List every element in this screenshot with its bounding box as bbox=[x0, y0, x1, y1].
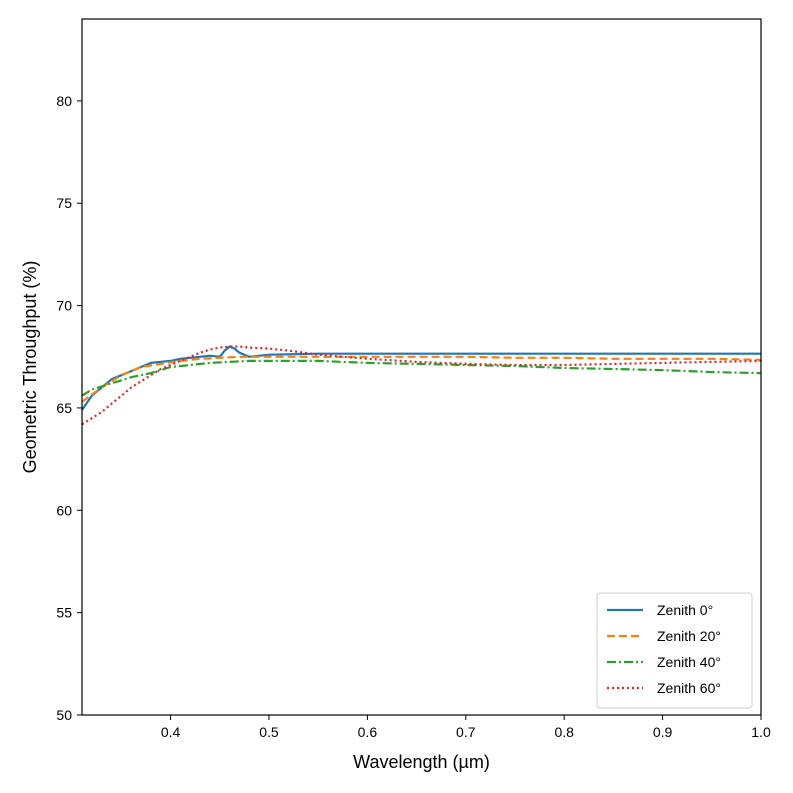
legend-label-0: Zenith 0° bbox=[657, 602, 713, 618]
y-tick-label: 60 bbox=[56, 502, 72, 518]
legend-label-2: Zenith 40° bbox=[657, 654, 721, 670]
x-tick-label: 0.9 bbox=[653, 724, 673, 740]
series-line-1 bbox=[81, 355, 762, 403]
y-axis: 50 55 60 65 70 75 80 bbox=[56, 93, 82, 723]
y-tick-label: 55 bbox=[56, 605, 72, 621]
x-tick-label: 0.5 bbox=[259, 724, 279, 740]
x-tick-label: 1.0 bbox=[751, 724, 771, 740]
legend-label-3: Zenith 60° bbox=[657, 680, 721, 696]
y-axis-label: Geometric Throughput (%) bbox=[20, 261, 40, 474]
series-line-2 bbox=[81, 359, 762, 397]
y-tick-label: 80 bbox=[56, 93, 72, 109]
x-axis-label: Wavelength (µm) bbox=[353, 752, 490, 772]
x-tick-label: 0.8 bbox=[554, 724, 574, 740]
x-tick-label: 0.7 bbox=[456, 724, 476, 740]
y-tick-label: 75 bbox=[56, 195, 72, 211]
legend: Zenith 0° Zenith 20° Zenith 40° Zenith 60° bbox=[596, 592, 753, 709]
x-tick-label: 0.4 bbox=[161, 724, 181, 740]
series-line-0 bbox=[81, 345, 761, 411]
legend-label-1: Zenith 20° bbox=[657, 628, 721, 644]
x-axis: 0.4 0.5 0.6 0.7 0.8 0.9 1.0 bbox=[161, 715, 771, 740]
plot-frame bbox=[81, 18, 762, 716]
legend-box bbox=[596, 592, 753, 709]
y-tick-label: 70 bbox=[56, 298, 72, 314]
x-tick-label: 0.6 bbox=[358, 724, 378, 740]
y-tick-label: 65 bbox=[56, 400, 72, 416]
y-tick-label: 50 bbox=[56, 707, 72, 723]
series-layer bbox=[81, 345, 762, 426]
